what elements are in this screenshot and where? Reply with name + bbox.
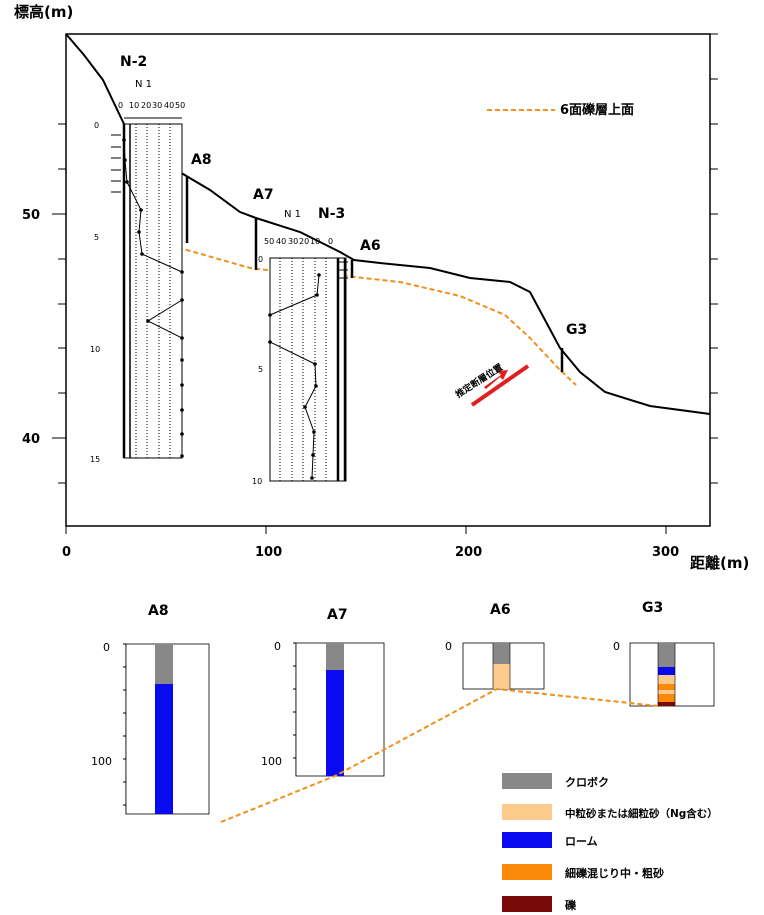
- n2-depth-10: 10: [90, 345, 100, 354]
- column-label-G3: G3: [642, 600, 663, 616]
- n2-scale-50: 50: [175, 101, 185, 110]
- n2-depth-15: 15: [90, 455, 100, 464]
- a7-tick-100: 100: [261, 755, 282, 768]
- a6-tick-0: 0: [445, 640, 452, 653]
- column-label-A6: A6: [490, 602, 511, 618]
- y-tick-label-40: 40: [22, 432, 40, 447]
- pit-label-G3: G3: [566, 322, 587, 338]
- n3-scale-20: 20: [299, 237, 309, 246]
- pit-label-A6: A6: [360, 238, 381, 254]
- gravel-top-line: [123, 212, 577, 386]
- legend-swatch-gravelly-sand: [502, 864, 552, 880]
- borehole-label-N-2: N-2: [120, 54, 147, 70]
- legend-swatch-kuroboku: [502, 773, 552, 789]
- column-label-A7: A7: [327, 607, 348, 623]
- n3-depth-0: 0: [258, 255, 263, 264]
- n2-depth-0: 0: [94, 121, 99, 130]
- n3-scale-10: 10: [310, 237, 320, 246]
- n2-scale-10: 10: [129, 101, 139, 110]
- y-axis-ticks: [52, 33, 718, 484]
- legend-label-kuroboku: クロボク: [565, 775, 609, 789]
- fault-label: 推定断層位置: [453, 361, 505, 400]
- x-axis-ticks: [65, 526, 667, 534]
- column-A7: A7 0 100: [261, 607, 385, 777]
- a8-tick-0: 0: [103, 641, 110, 654]
- n3-log-title: N 1: [284, 209, 301, 220]
- n3-scale-30: 30: [288, 237, 298, 246]
- column-label-A8: A8: [148, 603, 169, 619]
- x-tick-label-300: 300: [652, 545, 679, 560]
- borehole-log-N-3: N-3 N 1 50 40 30 20 10 0 0 5 10: [252, 206, 348, 486]
- x-tick-label-100: 100: [255, 545, 282, 560]
- legend-label-loam: ローム: [565, 835, 598, 848]
- legend-label-sand: 中粒砂または細粒砂（Ng含む）: [565, 807, 718, 820]
- correlation-gravel-line: [220, 687, 659, 823]
- n2-depth-5: 5: [94, 233, 99, 242]
- x-tick-label-0: 0: [62, 545, 71, 560]
- legend-swatch-loam: [502, 832, 552, 848]
- legend-gravel-top-label: 6面礫層上面: [560, 102, 634, 118]
- lithology-legend: クロボク 中粒砂または細粒砂（Ng含む） ローム 細礫混じり中・粗砂 礫: [502, 773, 718, 912]
- legend-label-gravelly-sand: 細礫混じり中・粗砂: [565, 866, 664, 880]
- n2-scale-0: 0: [118, 101, 123, 110]
- n2-log-title: N 1: [135, 79, 152, 90]
- column-A6: A6 0: [445, 602, 545, 690]
- n3-depth-10: 10: [252, 477, 262, 486]
- n3-scale-50: 50: [264, 237, 274, 246]
- y-axis-title: 標高(m): [14, 3, 73, 21]
- profile-plot-frame: [65, 33, 711, 527]
- x-tick-label-200: 200: [455, 545, 482, 560]
- a7-tick-0: 0: [274, 640, 281, 653]
- n3-scale-40: 40: [276, 237, 286, 246]
- legend-swatch-gravel: [502, 896, 552, 912]
- fault-line: [470, 364, 530, 407]
- x-axis-title: 距離(m): [690, 554, 749, 572]
- n2-scale-20: 20: [141, 101, 151, 110]
- legend-swatch-sand: [502, 804, 552, 820]
- y-tick-label-50: 50: [22, 208, 40, 223]
- pit-label-A7: A7: [253, 187, 274, 203]
- n2-log-frame: [123, 123, 183, 459]
- fault-arrow-icon: [484, 370, 508, 389]
- n3-scale-0: 0: [328, 237, 333, 246]
- pit-label-A8: A8: [191, 152, 212, 168]
- n2-scale-40: 40: [164, 101, 174, 110]
- borehole-label-N-3: N-3: [318, 206, 345, 222]
- column-A8: A8 0 100: [91, 603, 210, 815]
- n3-log-frame: [269, 257, 347, 482]
- borehole-log-N-2: N-2 N 1 0 10 20 30 40 50 0 5 10 15: [90, 54, 185, 464]
- g3-tick-0: 0: [613, 640, 620, 653]
- n3-depth-5: 5: [258, 365, 263, 374]
- column-G3: G3 0: [613, 600, 715, 707]
- n2-scale-30: 30: [152, 101, 162, 110]
- legend-label-gravel: 礫: [565, 898, 577, 912]
- a8-tick-100: 100: [91, 755, 112, 768]
